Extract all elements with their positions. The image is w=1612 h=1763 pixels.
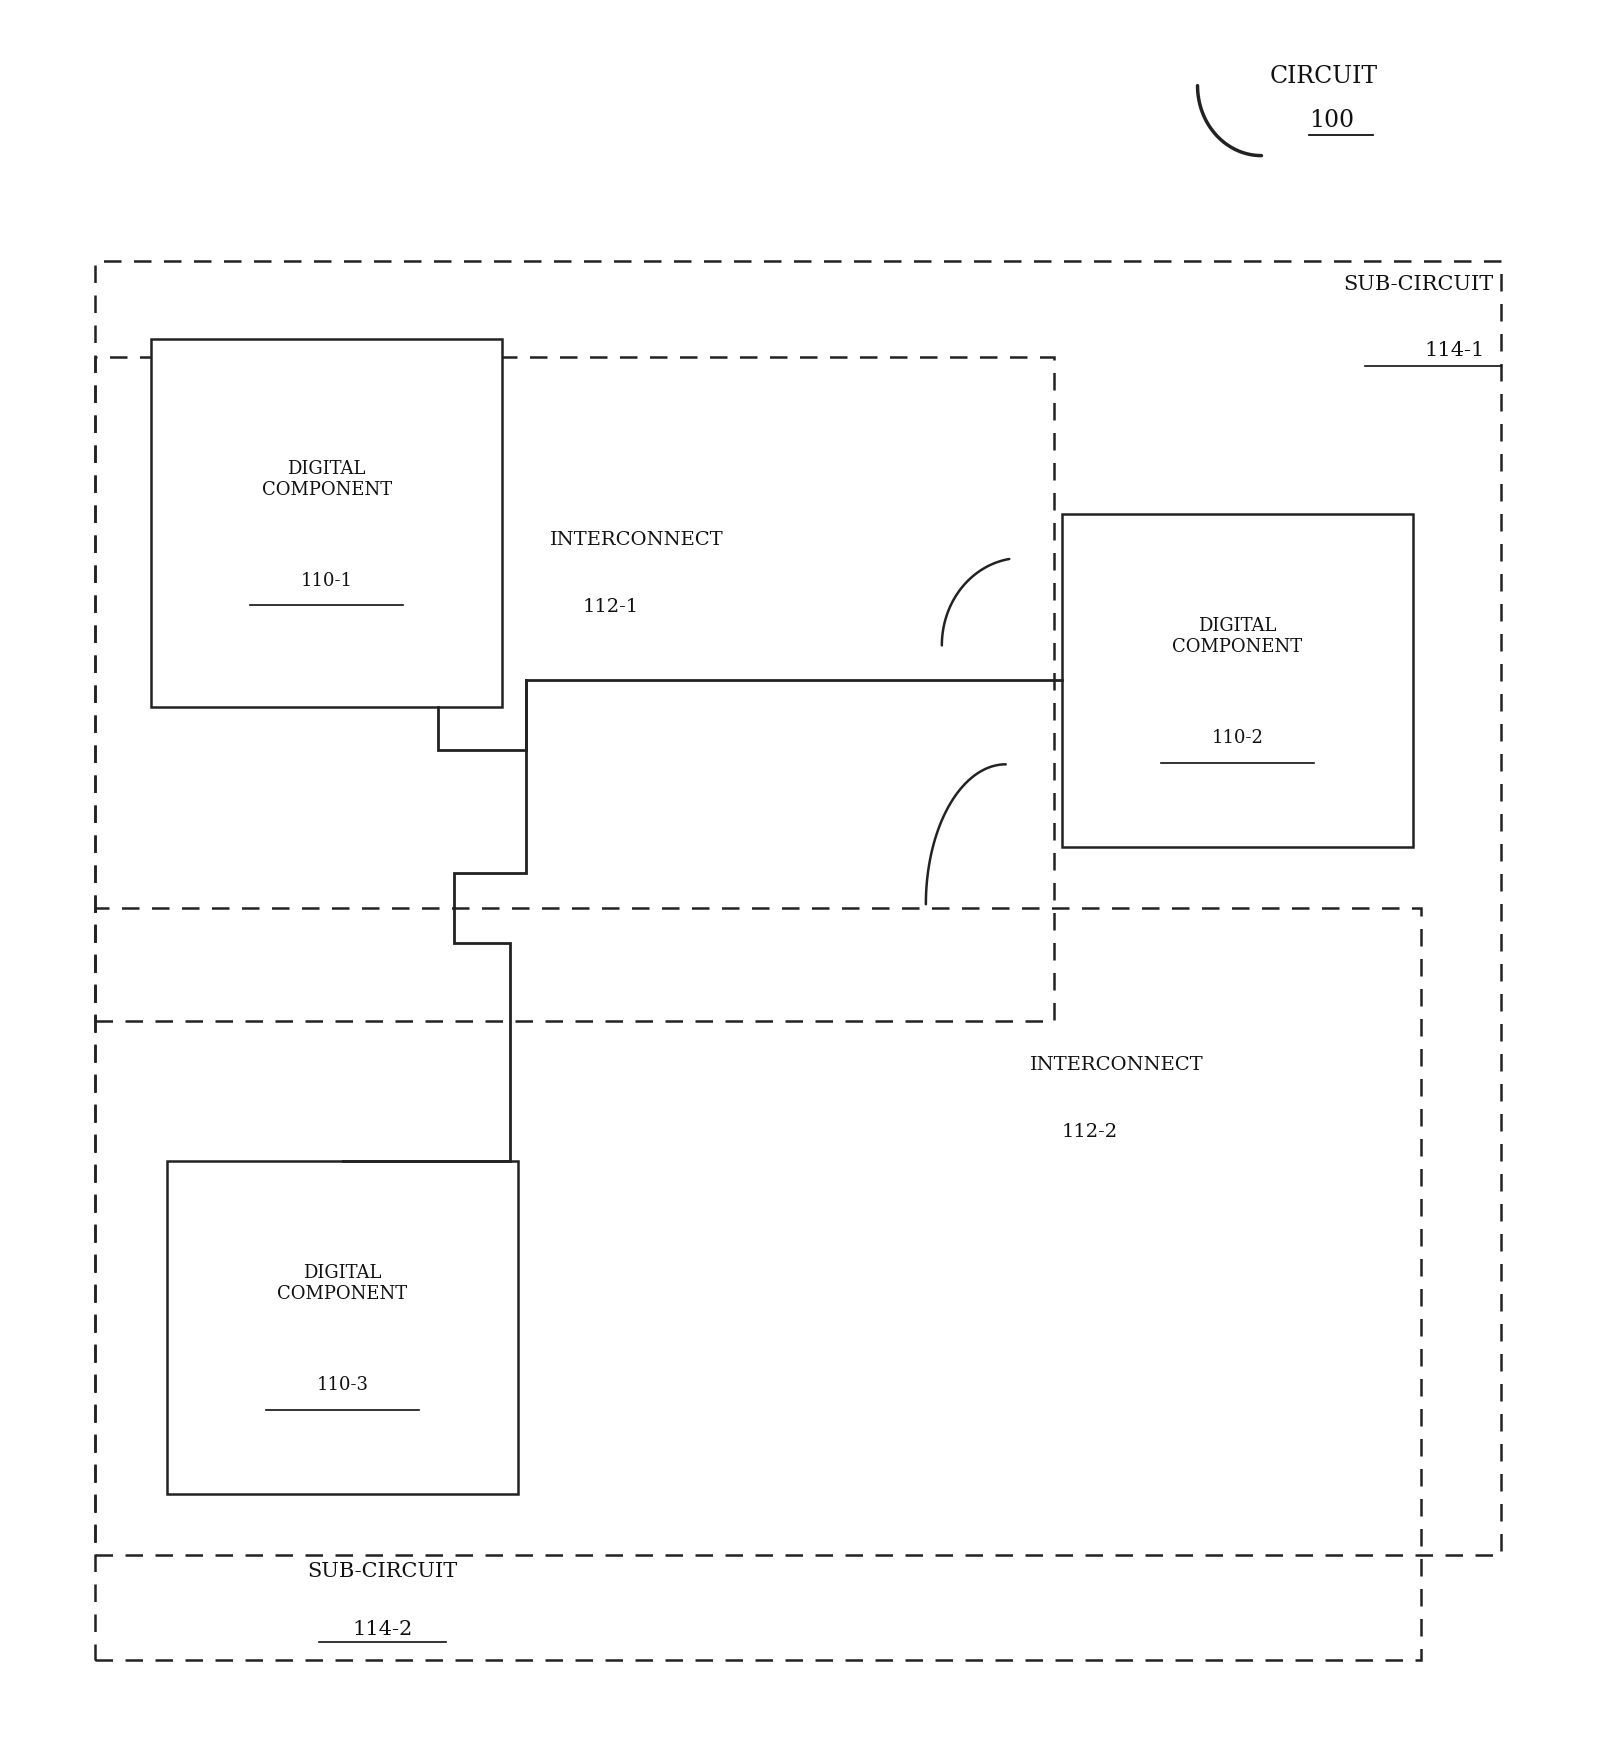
- Text: 110-3: 110-3: [316, 1377, 369, 1395]
- Text: 114-2: 114-2: [353, 1620, 413, 1640]
- Text: 112-1: 112-1: [582, 598, 638, 615]
- Text: INTERCONNECT: INTERCONNECT: [550, 531, 724, 550]
- Text: 112-2: 112-2: [1062, 1123, 1117, 1141]
- Bar: [152, 338, 503, 707]
- Text: DIGITAL
COMPONENT: DIGITAL COMPONENT: [1172, 617, 1302, 656]
- Bar: [95, 261, 1501, 1555]
- Bar: [1062, 515, 1414, 846]
- Text: INTERCONNECT: INTERCONNECT: [1030, 1056, 1204, 1074]
- Bar: [95, 908, 1422, 1659]
- Bar: [166, 1162, 519, 1493]
- Text: CIRCUIT: CIRCUIT: [1270, 65, 1378, 88]
- Text: SUB-CIRCUIT: SUB-CIRCUIT: [1343, 275, 1493, 294]
- Bar: [95, 356, 1054, 1021]
- Text: DIGITAL
COMPONENT: DIGITAL COMPONENT: [277, 1264, 408, 1303]
- Text: DIGITAL
COMPONENT: DIGITAL COMPONENT: [261, 460, 392, 499]
- Text: 114-1: 114-1: [1425, 340, 1485, 360]
- Text: 110-1: 110-1: [300, 571, 353, 589]
- Text: 110-2: 110-2: [1212, 730, 1264, 748]
- Text: 100: 100: [1309, 109, 1354, 132]
- Text: SUB-CIRCUIT: SUB-CIRCUIT: [308, 1562, 458, 1581]
